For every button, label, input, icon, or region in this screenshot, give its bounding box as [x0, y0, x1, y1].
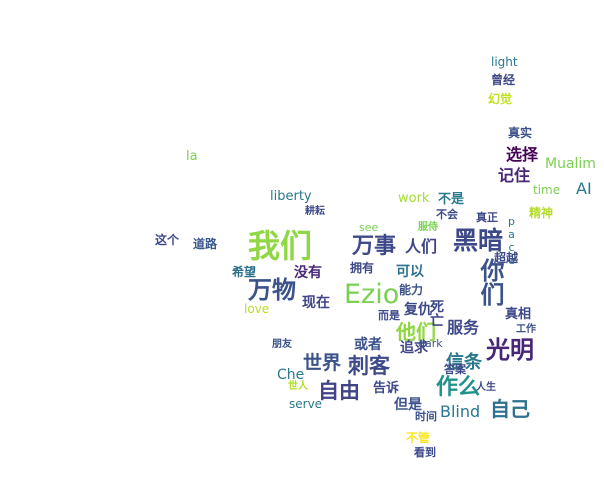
- cloud-word: 拥有: [350, 261, 375, 275]
- cloud-word: 超越: [494, 251, 519, 265]
- cloud-word: light: [491, 55, 518, 69]
- cloud-word: 看到: [414, 446, 436, 459]
- cloud-word: 这个: [155, 233, 180, 247]
- cloud-word: 信条: [446, 352, 482, 373]
- cloud-word: 人生: [476, 382, 496, 393]
- cloud-word: 万物: [248, 276, 296, 304]
- cloud-word: 或者: [354, 337, 382, 353]
- cloud-word: 而是: [378, 309, 400, 322]
- cloud-word: 希望: [232, 265, 257, 279]
- cloud-word: 现在: [302, 295, 330, 311]
- cloud-word: 复仇: [404, 302, 432, 318]
- cloud-word: 道路: [193, 237, 218, 251]
- cloud-word: work: [398, 191, 430, 206]
- cloud-word: 追求: [400, 340, 428, 356]
- cloud-word: 服务: [447, 318, 480, 337]
- cloud-word: 不会: [436, 208, 458, 221]
- cloud-word: serve: [289, 397, 323, 411]
- cloud-word: Mualim: [545, 156, 596, 172]
- cloud-word: 能力: [399, 283, 424, 297]
- cloud-word: 幻觉: [488, 92, 513, 106]
- cloud-word: pace: [505, 215, 518, 267]
- cloud-word: 告诉: [373, 381, 400, 396]
- cloud-word: 自由: [318, 379, 360, 403]
- cloud-word: 死亡: [428, 299, 444, 327]
- cloud-word: 服侍: [418, 222, 438, 233]
- cloud-word: la: [186, 149, 198, 164]
- cloud-word: 我们: [248, 227, 313, 265]
- cloud-word: dark: [418, 337, 443, 350]
- cloud-word: see: [359, 221, 379, 234]
- cloud-word: 时间: [415, 410, 437, 423]
- cloud-word: love: [244, 302, 270, 316]
- cloud-word: 黑暗: [453, 226, 504, 255]
- cloud-word: Blind: [440, 402, 481, 421]
- cloud-word: 你们: [476, 258, 504, 306]
- cloud-word: 耕耘: [305, 206, 325, 217]
- cloud-word: 答案: [444, 363, 466, 376]
- cloud-word: 世界: [303, 352, 342, 374]
- cloud-word: 作么: [436, 375, 481, 400]
- cloud-word: 但是: [394, 397, 422, 413]
- cloud-word: 可以: [396, 264, 424, 280]
- cloud-word: Che: [277, 367, 305, 383]
- cloud-word: 没有: [294, 265, 322, 281]
- cloud-word: 光明: [486, 336, 534, 364]
- cloud-word: 万事: [352, 234, 397, 259]
- cloud-word: 刺客: [348, 354, 390, 378]
- cloud-word: 不管: [406, 431, 431, 445]
- cloud-word: 精神: [529, 206, 554, 220]
- cloud-word: 朋友: [272, 339, 292, 350]
- cloud-word: Ezio: [344, 279, 400, 310]
- cloud-word: 真相: [505, 307, 532, 322]
- cloud-word: 人们: [405, 237, 438, 256]
- cloud-word: 不是: [438, 192, 465, 207]
- cloud-word: 真正: [476, 211, 498, 224]
- cloud-word: 真实: [508, 126, 533, 140]
- cloud-word: 自己: [490, 397, 530, 421]
- cloud-word: 记住: [498, 166, 531, 185]
- cloud-word: 曾经: [491, 73, 516, 87]
- cloud-word: 选择: [506, 145, 539, 164]
- cloud-word: 工作: [516, 324, 536, 335]
- cloud-word: AI: [576, 179, 592, 198]
- cloud-word: liberty: [270, 189, 312, 204]
- cloud-word: 他们: [396, 320, 436, 344]
- cloud-word: time: [533, 183, 561, 197]
- cloud-word: 世人: [288, 381, 308, 392]
